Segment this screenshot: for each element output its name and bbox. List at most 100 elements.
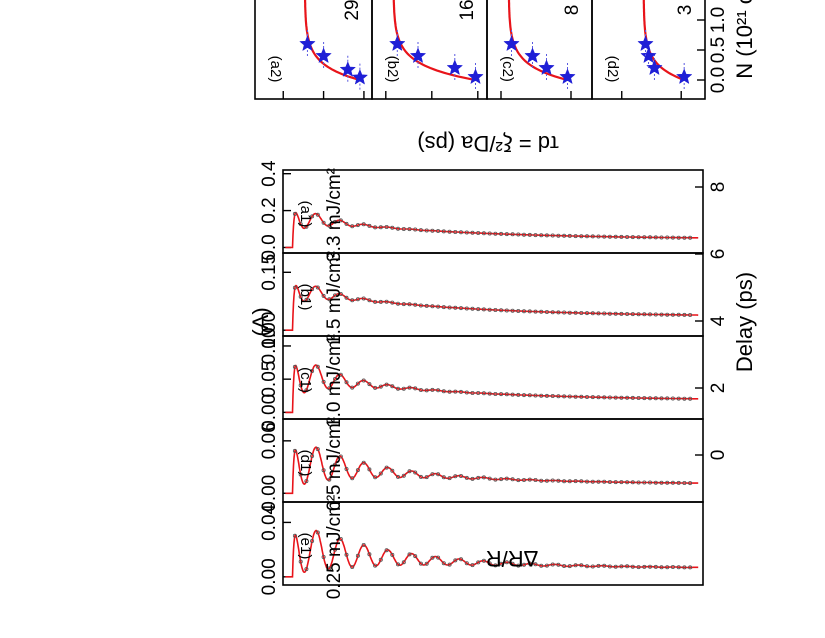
data-point [522,232,527,237]
data-point [384,382,389,387]
data-point [470,476,475,481]
data-point [367,467,372,472]
data-point [596,234,601,239]
data-point [458,557,463,562]
data-point [315,285,320,290]
data-point [458,473,463,478]
data-point [384,465,389,470]
data-point-star [503,35,520,52]
data-point [344,552,349,557]
data-point [596,563,601,568]
panel-frame [282,418,704,503]
data-point [350,476,355,481]
data-point [665,480,670,485]
y-tick-label: 2.5 [274,108,295,134]
data-point [470,306,475,311]
data-point [447,305,452,310]
data-point [304,297,309,302]
y-tick-label: 4 [613,115,634,126]
y-tick-label: 0.00 [259,312,280,349]
data-point [522,477,527,482]
data-point [527,393,532,398]
y-tick-label: 0.2 [259,197,280,223]
data-point [476,390,481,395]
data-point [630,480,635,485]
data-point [653,396,658,401]
data-point [464,561,469,566]
data-point [344,380,349,385]
fit-curve [507,0,568,82]
panel-frame [282,169,704,254]
data-point [688,481,693,486]
x-tick-label: 4 [708,315,729,326]
data-point [688,312,693,317]
data-point [436,304,441,309]
data-point [481,475,486,480]
data-point [350,565,355,570]
chart-b-x-axis-title: N (10²¹ c [732,0,757,79]
data-point [487,307,492,312]
panel-label: (c1) [297,367,314,393]
data-point [539,233,544,238]
data-point [544,309,549,314]
fluence-label: 3.3 mJ/cm² [324,168,345,262]
data-point [567,233,572,238]
data-point [590,234,595,239]
data-point [619,395,624,400]
data-point [413,302,418,307]
data-point [527,309,532,314]
data-point [579,394,584,399]
data-point [327,477,332,482]
data-point [476,475,481,480]
data-point [585,479,590,484]
data-point [292,285,297,290]
x-tick-label: 1.0 [708,7,729,33]
data-point [384,548,389,553]
data-point-star [351,68,369,85]
data-point [310,214,315,219]
data-point [556,310,561,315]
data-point [682,480,687,485]
data-point-star [409,47,427,64]
data-point [682,312,687,317]
data-point [424,475,429,480]
data-point [476,230,481,235]
panel-frame [282,252,704,337]
data-point-star [559,68,576,85]
data-point [436,228,441,233]
data-point [522,309,527,314]
data-point [332,293,337,298]
data-point [596,479,601,484]
data-point [567,564,572,569]
data-point [315,530,320,535]
data-point [602,234,607,239]
data-point [332,219,337,224]
data-point [327,566,332,571]
data-point [338,291,343,296]
data-point [607,479,612,484]
data-point [430,228,435,233]
data-points [292,364,693,401]
data-point [510,232,515,237]
data-point [361,460,366,465]
data-point [648,312,653,317]
data-point [504,476,509,481]
data-point [682,235,687,240]
data-point [476,307,481,312]
data-point [682,565,687,570]
chart-a: 0.4 0.2 0.0 (a1) 3.3 mJ/cm² 0.15 0.00 (b1) 1.5 m… [248,160,757,599]
data-point [550,478,555,483]
data-point [487,231,492,236]
fluence-label: 0.25 mJ/cm² [324,495,345,600]
data-point [665,396,670,401]
data-point-star [315,47,332,64]
data-point [470,563,475,568]
data-point [602,395,607,400]
data-point [315,212,320,217]
data-point [344,295,349,300]
data-point [670,565,675,570]
data-point [395,562,400,567]
data-point [562,310,567,315]
data-point [630,564,635,569]
data-point [602,311,607,316]
